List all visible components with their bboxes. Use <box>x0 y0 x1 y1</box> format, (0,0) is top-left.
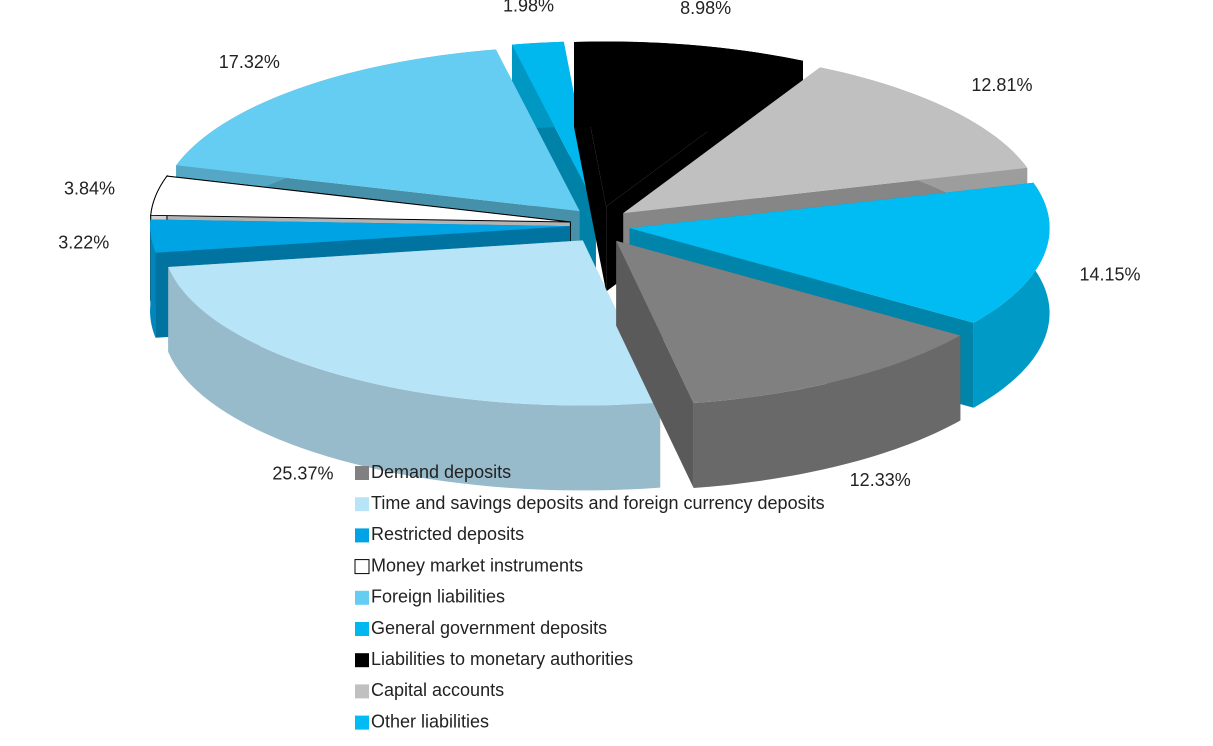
slice-top <box>512 41 596 207</box>
legend-label: Time and savings deposits and foreign cu… <box>371 493 825 513</box>
slice-wall <box>150 219 156 338</box>
slice-wall <box>973 182 1050 408</box>
legend-swatch <box>355 590 369 605</box>
legend-label: Liabilities to monetary authorities <box>371 649 633 669</box>
slice-top <box>168 240 661 406</box>
slice-top <box>623 67 1028 214</box>
slice <box>168 240 661 491</box>
legend-label: General government deposits <box>371 618 607 638</box>
legend-label: Foreign liabilities <box>371 587 505 607</box>
legend-swatch <box>354 559 370 575</box>
legend-swatch <box>355 653 369 668</box>
data-label: 3.22% <box>58 232 109 252</box>
legend-swatch <box>355 466 369 480</box>
legend-label: Other liabilities <box>371 711 489 731</box>
legend-swatch <box>355 622 369 636</box>
legend-label: Restricted deposits <box>371 524 524 544</box>
slice <box>616 240 961 489</box>
legend-swatch <box>355 684 369 699</box>
legend-swatch <box>355 715 369 730</box>
data-label: 17.32% <box>219 52 280 72</box>
slice-top <box>150 219 571 253</box>
slice-top <box>629 182 1050 323</box>
slice-top <box>616 240 961 404</box>
slice-top <box>150 175 571 223</box>
slice-wall <box>693 335 961 489</box>
legend-label: Demand deposits <box>371 462 511 482</box>
slice-top <box>574 41 803 207</box>
data-label: 14.15% <box>1080 264 1141 284</box>
data-label: 12.33% <box>850 470 911 490</box>
data-label: 3.84% <box>64 178 115 198</box>
legend-swatch <box>355 497 369 512</box>
slice-top <box>176 49 580 212</box>
legend-swatch <box>355 528 369 543</box>
data-label: 8.98% <box>680 0 731 18</box>
data-label: 1.98% <box>503 0 554 16</box>
legend-label: Money market instruments <box>371 555 583 575</box>
legend-label: Capital accounts <box>371 680 504 700</box>
slice-side <box>616 240 694 489</box>
slice-wall <box>168 267 661 491</box>
data-label: 12.81% <box>971 75 1032 95</box>
data-label: 25.37% <box>272 464 333 484</box>
